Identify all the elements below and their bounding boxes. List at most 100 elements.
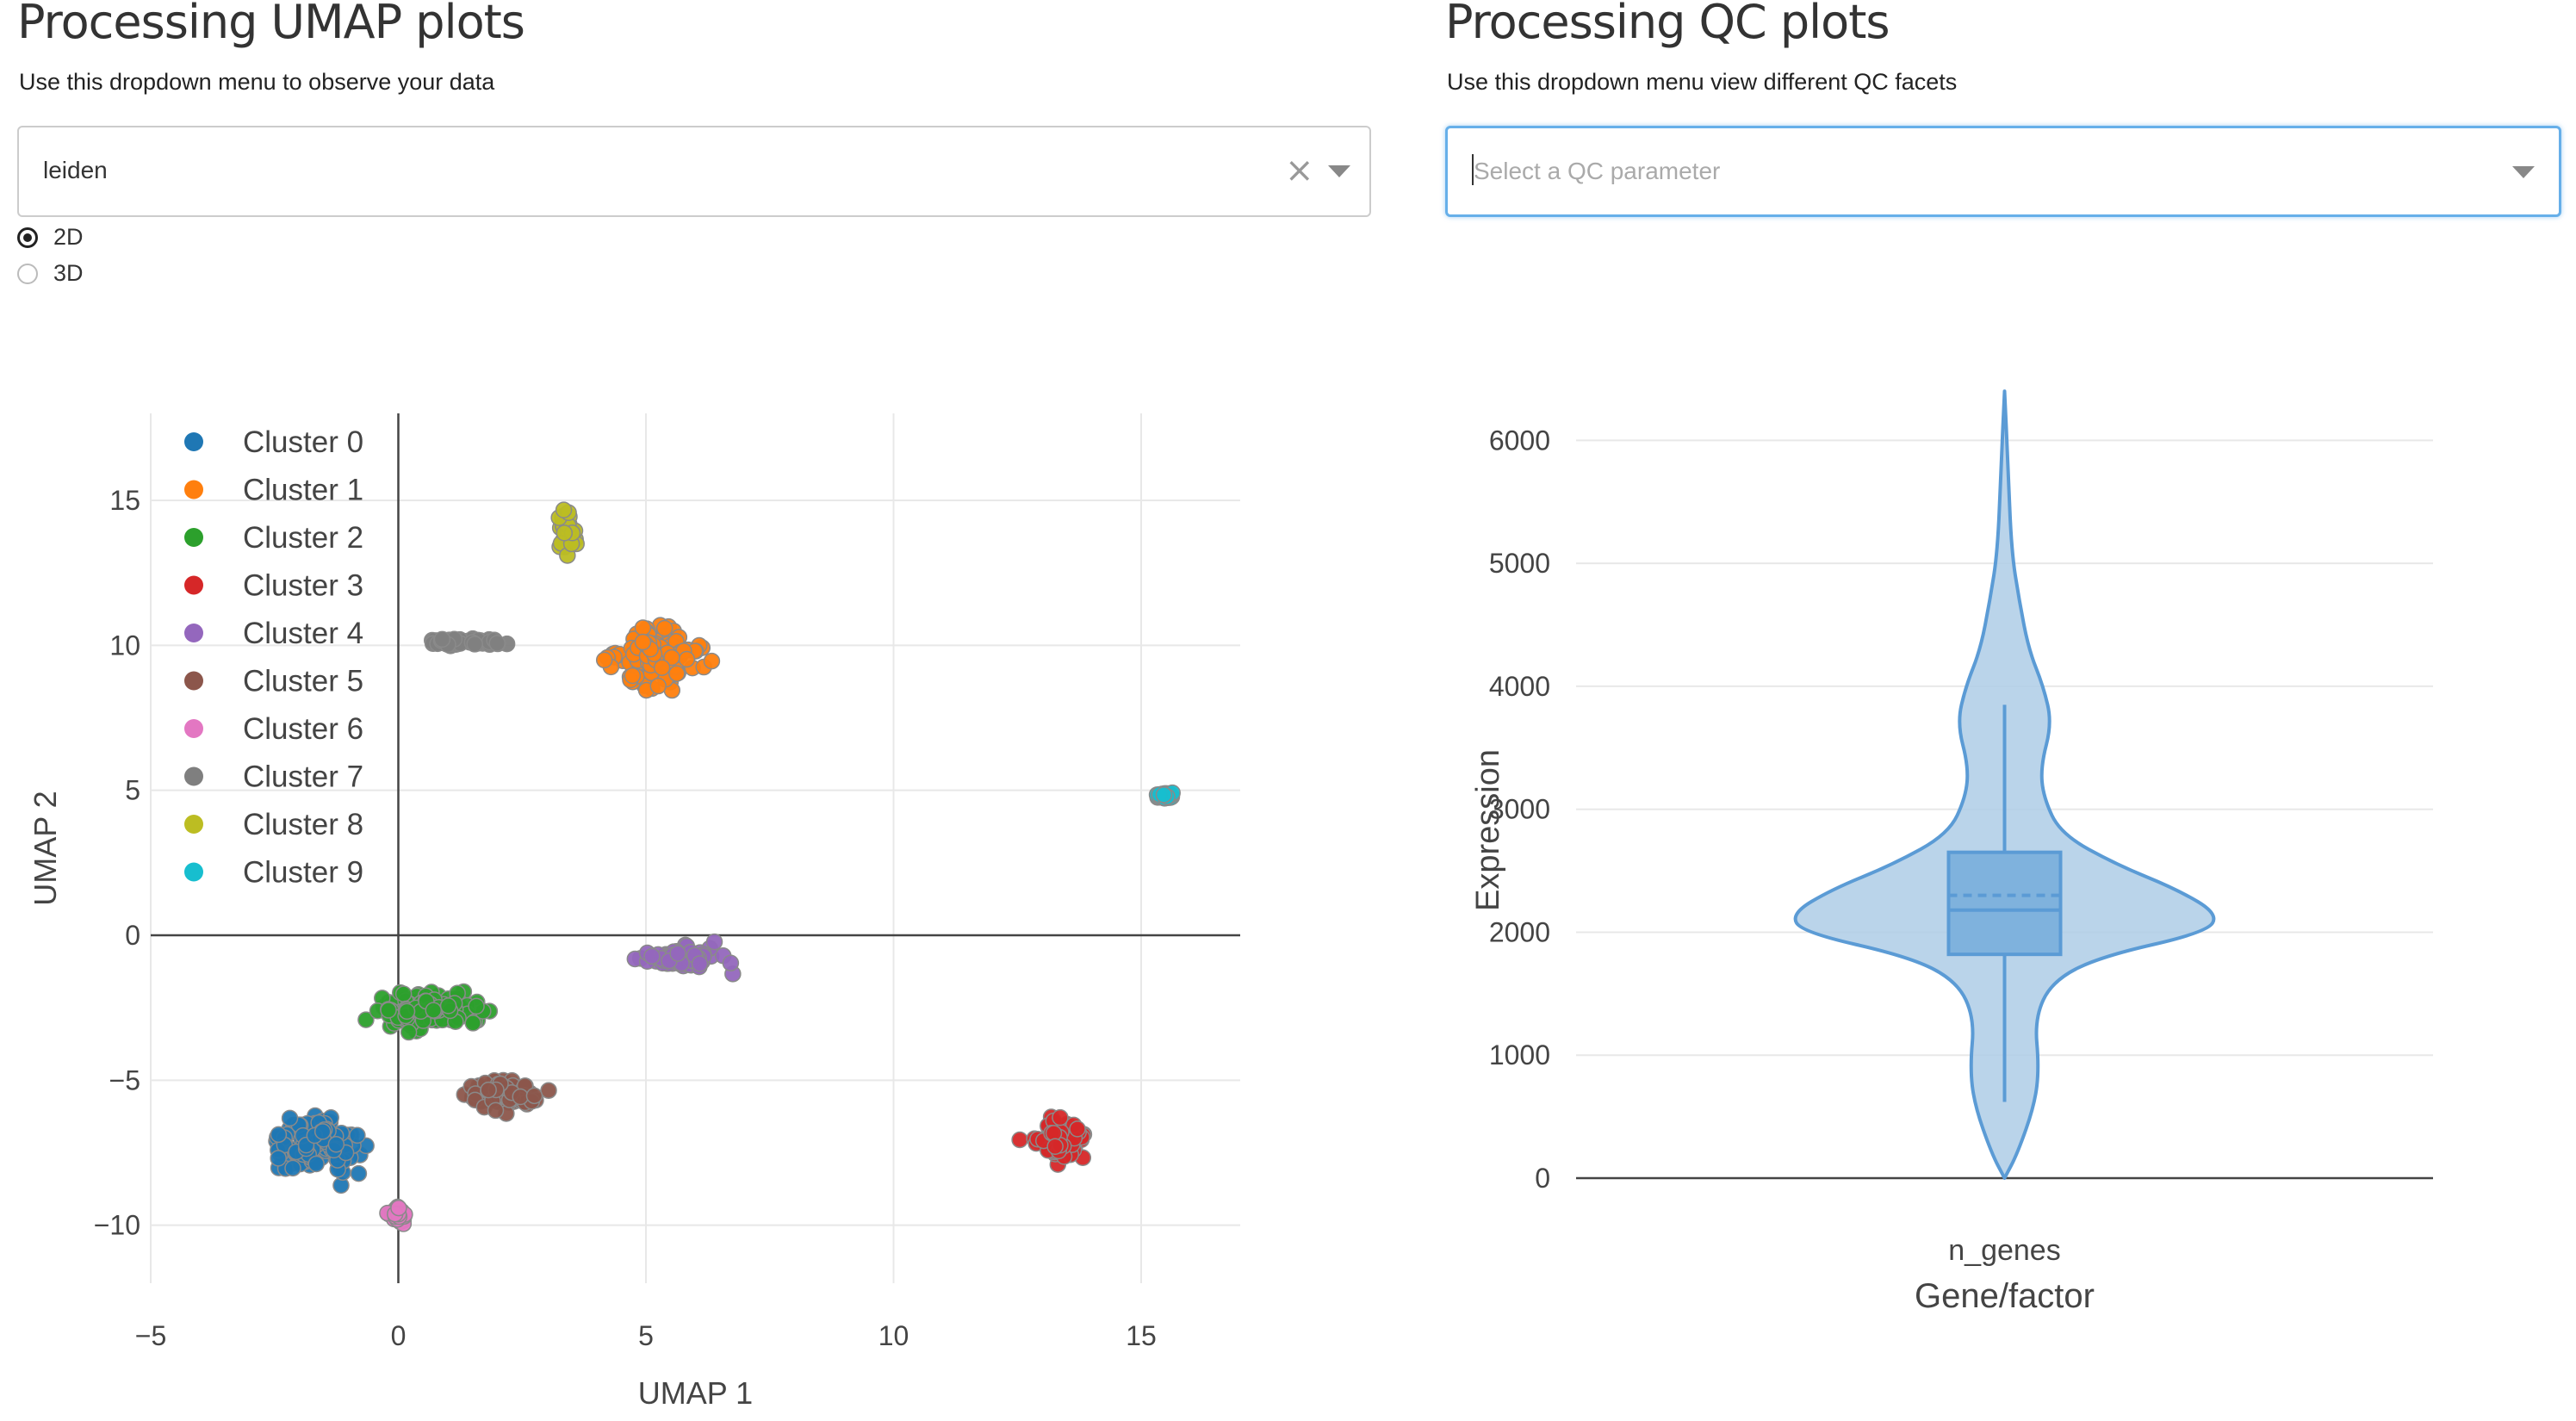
legend-marker bbox=[184, 432, 203, 451]
data-point bbox=[394, 985, 413, 1002]
x-category-label: n_genes bbox=[1948, 1234, 2060, 1267]
data-point bbox=[1069, 1120, 1086, 1138]
radio-label-2d: 2D bbox=[53, 224, 84, 250]
legend-marker bbox=[184, 815, 203, 834]
data-point bbox=[307, 1155, 325, 1173]
data-point bbox=[691, 955, 709, 972]
data-point bbox=[433, 630, 451, 648]
data-point bbox=[1155, 786, 1173, 804]
data-point bbox=[313, 1123, 332, 1140]
data-point bbox=[284, 1159, 301, 1177]
y-tick-label: 10 bbox=[109, 630, 140, 661]
cluster-3-points bbox=[1011, 1108, 1093, 1173]
data-point bbox=[281, 1109, 299, 1127]
cluster-0-points bbox=[268, 1107, 375, 1195]
qc-parameter-dropdown[interactable]: Select a QC parameter bbox=[1445, 126, 2561, 217]
y-tick-label: 6000 bbox=[1489, 425, 1550, 456]
umap-color-dropdown[interactable]: leiden × bbox=[17, 126, 1371, 217]
data-point bbox=[634, 633, 652, 651]
umap-panel-subtitle: Use this dropdown menu to observe your d… bbox=[19, 69, 495, 95]
radio-button-2d[interactable] bbox=[17, 226, 38, 248]
data-point bbox=[480, 1081, 497, 1099]
y-tick-label: 0 bbox=[125, 920, 140, 951]
cluster-2-points bbox=[357, 983, 499, 1041]
y-tick-label: 0 bbox=[1535, 1163, 1550, 1194]
legend-marker bbox=[184, 719, 203, 738]
data-point bbox=[425, 1002, 443, 1019]
data-point bbox=[555, 501, 573, 518]
legend-entry: Cluster 9 bbox=[243, 856, 363, 890]
cluster-6-points bbox=[379, 1198, 413, 1232]
data-point bbox=[1052, 1108, 1069, 1126]
legend-entry: Cluster 8 bbox=[243, 808, 363, 841]
cluster-1-points bbox=[595, 617, 721, 699]
radio-option-2d[interactable]: 2D bbox=[17, 224, 84, 251]
y-tick-label: 1000 bbox=[1489, 1039, 1550, 1070]
x-tick-label: 5 bbox=[638, 1320, 654, 1351]
data-point bbox=[357, 1011, 375, 1028]
data-point bbox=[540, 1082, 557, 1099]
y-tick-label: 3000 bbox=[1489, 794, 1550, 825]
y-tick-label: 15 bbox=[109, 485, 140, 516]
chevron-down-icon[interactable] bbox=[1328, 165, 1350, 177]
legend-entry: Cluster 6 bbox=[243, 712, 363, 746]
umap-scatter-plot[interactable]: −5 0 5 10 15 −10 −5 0 5 10 15 UMAP 1 UMAP 2 Cluster 0… bbox=[0, 379, 1275, 1421]
data-point bbox=[350, 1164, 368, 1182]
legend-marker bbox=[184, 624, 203, 642]
cluster-7-points bbox=[424, 630, 516, 655]
data-point bbox=[1046, 1138, 1064, 1155]
qc-violin-plot[interactable]: 0 1000 2000 3000 4000 5000 6000 Expression n_gen… bbox=[1430, 362, 2576, 1421]
data-point bbox=[653, 659, 671, 676]
dropdown-selected-value: leiden bbox=[43, 157, 108, 183]
data-point bbox=[678, 650, 696, 668]
legend-entry: Cluster 3 bbox=[243, 569, 363, 603]
y-tick-label: 5 bbox=[125, 775, 140, 806]
y-tick-label: −10 bbox=[94, 1210, 140, 1241]
data-point bbox=[624, 667, 642, 685]
data-point bbox=[380, 1002, 397, 1019]
cluster-5-points bbox=[456, 1071, 557, 1122]
data-point bbox=[1011, 1131, 1028, 1149]
legend-marker bbox=[184, 671, 203, 691]
scatter-points bbox=[268, 501, 1181, 1232]
data-point bbox=[349, 1126, 366, 1145]
data-point bbox=[668, 665, 686, 682]
cluster-8-points bbox=[550, 501, 585, 564]
chevron-down-icon[interactable] bbox=[2512, 166, 2535, 178]
radio-label-3d: 3D bbox=[53, 260, 84, 286]
y-tick-label: 2000 bbox=[1489, 916, 1550, 947]
cluster-4-points bbox=[626, 933, 742, 983]
radio-option-3d[interactable]: 3D bbox=[17, 260, 84, 287]
data-point bbox=[468, 997, 485, 1015]
y-tick-label: 4000 bbox=[1489, 671, 1550, 702]
x-tick-label: 0 bbox=[391, 1320, 407, 1351]
data-point bbox=[327, 1136, 345, 1153]
qc-panel-title: Processing QC plots bbox=[1445, 0, 1890, 49]
x-tick-label: 15 bbox=[1126, 1320, 1157, 1351]
data-point bbox=[705, 933, 723, 951]
x-tick-label: −5 bbox=[135, 1320, 166, 1351]
legend-entry: Cluster 2 bbox=[243, 521, 363, 555]
dropdown-placeholder[interactable]: Select a QC parameter bbox=[1474, 158, 1721, 184]
data-point bbox=[525, 1087, 543, 1105]
legend-entry: Cluster 4 bbox=[243, 617, 363, 650]
radio-button-3d[interactable] bbox=[17, 263, 38, 284]
legend-entry: Cluster 0 bbox=[243, 425, 363, 459]
data-point bbox=[703, 652, 721, 670]
y-tick-label: −5 bbox=[109, 1064, 140, 1095]
legend-entry: Cluster 5 bbox=[243, 665, 363, 698]
cluster-9-points bbox=[1148, 784, 1181, 807]
data-point bbox=[649, 677, 667, 695]
data-point bbox=[400, 1023, 418, 1041]
legend-marker bbox=[184, 528, 203, 547]
umap-panel-title: Processing UMAP plots bbox=[17, 0, 525, 49]
box-iqr bbox=[1946, 850, 2063, 957]
x-axis-label: Gene/factor bbox=[1915, 1277, 2095, 1315]
clear-icon[interactable]: × bbox=[1285, 151, 1314, 190]
legend-marker bbox=[184, 480, 203, 500]
y-axis-label: UMAP 2 bbox=[28, 791, 63, 905]
legend-entry: Cluster 1 bbox=[243, 474, 363, 507]
data-point bbox=[466, 636, 483, 653]
legend-marker bbox=[184, 766, 203, 786]
data-point bbox=[398, 1002, 416, 1021]
